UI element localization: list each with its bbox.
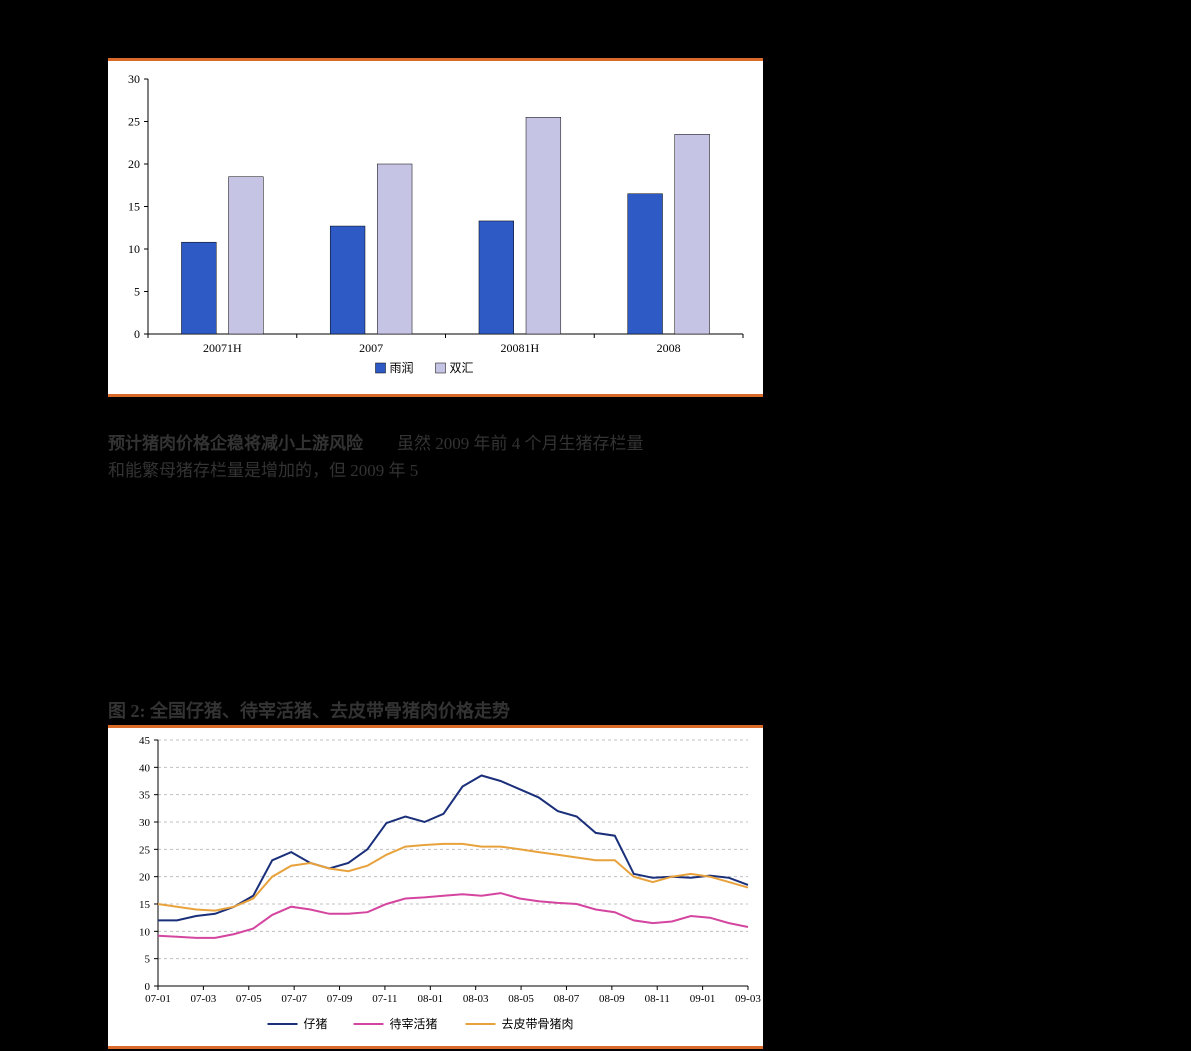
svg-text:08-05: 08-05	[508, 993, 534, 1005]
body-paragraph: 预计猪肉价格企稳将减小上游风险 虽然 2009 年前 4 个月生猪存栏量和能繁母…	[108, 430, 718, 484]
figure-2-title: 图 2: 全国仔猪、待宰活猪、去皮带骨猪肉价格走势	[108, 697, 510, 723]
svg-text:07-03: 07-03	[191, 993, 217, 1005]
legend-swatch	[376, 363, 386, 373]
bar	[229, 177, 264, 334]
svg-text:08-01: 08-01	[417, 993, 443, 1005]
svg-text:10: 10	[128, 242, 140, 256]
svg-text:20071H: 20071H	[203, 341, 242, 355]
paragraph-line: 和能繁母猪存栏量是增加的，但 2009 年 5	[108, 457, 718, 484]
bar	[330, 226, 365, 334]
svg-text:07-05: 07-05	[236, 993, 262, 1005]
svg-text:20081H: 20081H	[501, 341, 540, 355]
series-line	[158, 776, 748, 921]
svg-text:25: 25	[139, 844, 151, 856]
svg-text:10: 10	[139, 926, 151, 938]
legend-label: 双汇	[450, 361, 474, 375]
chart-line-pork-prices: 0 5 10 15 20 25 30 35 40 45 07-01 07-03 07-05 07-07 07…	[108, 725, 763, 1049]
svg-text:20: 20	[139, 872, 151, 884]
legend-label: 去皮带骨猪肉	[502, 1017, 574, 1031]
svg-text:07-09: 07-09	[327, 993, 353, 1005]
svg-text:20: 20	[128, 157, 140, 171]
chart-bar-gross-margin: 0 5 10 15 20 25 30 20071H 2007 20081H 2008 雨润 双汇	[108, 58, 763, 397]
svg-text:2007: 2007	[359, 341, 383, 355]
bar	[181, 242, 216, 334]
svg-text:2008: 2008	[657, 341, 681, 355]
svg-text:08-03: 08-03	[463, 993, 489, 1005]
paragraph-line: 预计猪肉价格企稳将减小上游风险 虽然 2009 年前 4 个月生猪存栏量	[108, 430, 718, 457]
svg-text:08-11: 08-11	[645, 993, 670, 1005]
text-run: 和能繁母猪存栏量是增加的，但 2009 年 5	[108, 461, 418, 480]
bar	[526, 117, 561, 334]
svg-text:09-03: 09-03	[735, 993, 761, 1005]
svg-text:07-11: 07-11	[372, 993, 397, 1005]
legend-label: 雨润	[390, 361, 414, 375]
bold-run: 预计猪肉价格企稳将减小上游风险	[108, 434, 363, 453]
svg-text:15: 15	[128, 200, 140, 214]
svg-text:30: 30	[128, 72, 140, 86]
svg-text:0: 0	[134, 327, 140, 341]
svg-text:35: 35	[139, 790, 151, 802]
svg-text:5: 5	[134, 285, 140, 299]
svg-text:0: 0	[145, 981, 151, 993]
bar	[675, 134, 710, 334]
svg-text:30: 30	[139, 817, 151, 829]
bar	[377, 164, 412, 334]
svg-text:08-09: 08-09	[599, 993, 625, 1005]
svg-text:09-01: 09-01	[690, 993, 716, 1005]
bar	[628, 194, 663, 334]
text-run: 虽然 2009 年前 4 个月生猪存栏量	[363, 434, 644, 453]
svg-text:5: 5	[145, 954, 151, 966]
svg-text:15: 15	[139, 899, 151, 911]
svg-text:40: 40	[139, 762, 151, 774]
legend-swatch	[436, 363, 446, 373]
bar	[479, 221, 514, 334]
legend-label: 仔猪	[304, 1017, 328, 1031]
svg-text:07-07: 07-07	[281, 993, 307, 1005]
svg-text:08-07: 08-07	[554, 993, 580, 1005]
svg-text:25: 25	[128, 115, 140, 129]
svg-text:45: 45	[139, 735, 151, 747]
svg-text:07-01: 07-01	[145, 993, 171, 1005]
legend-label: 待宰活猪	[390, 1016, 438, 1031]
